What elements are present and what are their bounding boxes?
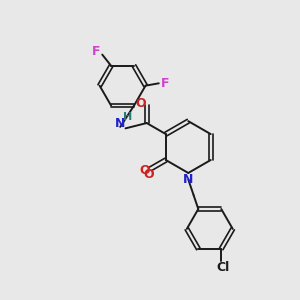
Text: F: F [160,77,169,90]
Text: O: O [144,168,154,181]
Text: H: H [123,112,133,122]
Text: O: O [139,164,150,177]
Text: N: N [115,117,125,130]
Text: N: N [183,173,194,186]
Text: F: F [92,45,100,58]
Text: O: O [135,97,146,110]
Text: Cl: Cl [216,261,230,274]
